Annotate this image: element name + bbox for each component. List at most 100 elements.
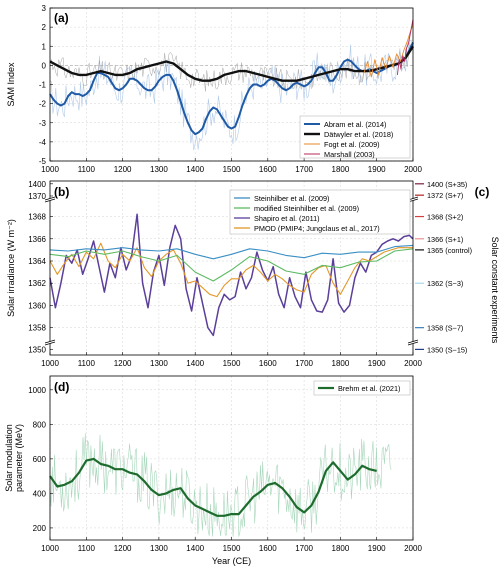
x-tick-label: 1600 — [259, 544, 277, 553]
x-tick-label: 1500 — [223, 165, 241, 174]
x-tick-label: 1700 — [295, 544, 313, 553]
series-line-2 — [49, 213, 414, 337]
x-axis-label: Year (CE) — [212, 556, 251, 566]
legend-entry: Steinhilber et al. (2009) — [254, 194, 329, 203]
x-tick-label: 1900 — [368, 165, 386, 174]
series-brehm-annual — [49, 433, 392, 537]
constant-label: 1358 (S−7) — [427, 324, 463, 333]
legend-entry: Fogt et al. (2009) — [324, 140, 380, 149]
legend-box — [229, 189, 411, 235]
axis-break-gap-right-1 — [410, 341, 416, 344]
y-axis-label: SAM Index — [6, 62, 16, 107]
series-line-0 — [49, 457, 377, 517]
series-line-2 — [363, 25, 414, 78]
y-tick-label: 1368 — [28, 213, 46, 222]
legend-box — [313, 380, 411, 396]
y-tick-label: 1364 — [28, 257, 46, 266]
legend-entry: Marshall (2003) — [324, 150, 375, 159]
y-tick-label: 1350 — [28, 345, 46, 354]
y-tick-label: 3 — [42, 4, 47, 13]
panel-label: (a) — [54, 11, 69, 25]
series-abram-annual — [49, 39, 414, 151]
x-tick-label: 1400 — [186, 165, 204, 174]
x-tick-label: 1300 — [150, 165, 168, 174]
axis-break-gap-left-1 — [47, 341, 53, 344]
panel-d: 1000 1100 1200 1300 1400 1500 1600 1700 1800 1900… — [4, 375, 422, 566]
axis-break-mark-left-a-0 — [44, 196, 56, 201]
axis-break-gap-left-0 — [47, 198, 53, 201]
legend-entry: PMOD (PMIP4; Jungclaus et al., 2017) — [254, 224, 380, 233]
x-tick-label: 1200 — [114, 359, 132, 368]
y-tick-label: 0 — [42, 61, 47, 70]
y-axis-label: Solar constant experiments — [490, 237, 500, 344]
series-line-3 — [49, 242, 413, 298]
y-tick-label: 200 — [33, 524, 47, 533]
constant-label: 1366 (S+1) — [427, 235, 463, 244]
x-tick-label: 1300 — [150, 359, 168, 368]
x-tick-label: 1500 — [223, 544, 241, 553]
y-tick-label: 1360 — [28, 301, 46, 310]
panel-label: (d) — [54, 380, 69, 394]
x-tick-label: 1100 — [78, 165, 96, 174]
constant-label: 1362 (S−3) — [427, 279, 463, 288]
x-tick-label: 1700 — [295, 165, 313, 174]
legend-entry: Brehm et al. (2021) — [338, 384, 400, 393]
y-axis-label-line-1: Solar modulation — [4, 424, 14, 492]
x-tick-label: 1900 — [368, 544, 386, 553]
series-line-1 — [49, 45, 415, 82]
x-tick-label: 2000 — [404, 165, 422, 174]
x-tick-label: 1100 — [78, 359, 96, 368]
panel-label: (c) — [475, 185, 490, 199]
x-tick-label: 1900 — [368, 359, 386, 368]
x-tick-label: 1600 — [259, 165, 277, 174]
x-tick-label: 2000 — [404, 544, 422, 553]
constant-label: 1350 (S−15) — [427, 345, 467, 354]
series-line-0 — [49, 41, 414, 136]
y-tick-label: 1362 — [28, 279, 46, 288]
x-tick-label: 1800 — [332, 544, 350, 553]
series-line-3 — [396, 19, 414, 75]
y-tick-label: 800 — [33, 420, 47, 429]
y-tick-label: -4 — [39, 138, 47, 147]
y-axis-label: Solar irradiance (W m⁻²) — [6, 219, 16, 317]
y-tick-label: 1400 — [28, 180, 46, 189]
x-tick-label: 1800 — [332, 165, 350, 174]
panel-a: -5 -4 -3 -2 -1 0 1 2 3 1000 1100 1200 1300 1400 1500 16… — [6, 4, 422, 174]
y-tick-label: 1 — [42, 42, 47, 51]
x-tick-label: 1100 — [78, 544, 96, 553]
y-tick-label: -2 — [39, 100, 47, 109]
x-tick-label: 1000 — [41, 544, 59, 553]
y-tick-label: -3 — [39, 119, 47, 128]
x-tick-label: 1200 — [114, 165, 132, 174]
constant-label: 1372 (S+7) — [427, 191, 463, 200]
constant-label: 1400 (S+35) — [427, 180, 467, 189]
x-tick-label: 1000 — [41, 359, 59, 368]
y-tick-label: -5 — [39, 157, 47, 166]
x-tick-label: 1700 — [295, 359, 313, 368]
series-line-1 — [49, 248, 414, 282]
y-tick-label: 1000 — [28, 386, 46, 395]
x-tick-label: 1400 — [186, 544, 204, 553]
legend-entry: modified Steinhilber et al. (2009) — [254, 204, 359, 213]
constant-label: 1368 (S+2) — [427, 213, 463, 222]
x-tick-label: 1400 — [186, 359, 204, 368]
axis-break-mark-right-a-1 — [407, 339, 419, 344]
y-axis-label-line-2: parameter (MeV) — [14, 424, 24, 492]
constant-label: 1365 (control) — [427, 246, 472, 255]
x-tick-label: 2000 — [404, 359, 422, 368]
panel-label: (b) — [54, 185, 69, 199]
axis-break-mark-right-b-1 — [407, 341, 419, 346]
x-tick-label: 1500 — [223, 359, 241, 368]
y-tick-label: 1366 — [28, 235, 46, 244]
y-tick-label: 2 — [42, 23, 47, 32]
panel-b: 1370 1400 1358 1360 1362 1364 1366 1368 1350 1000… — [6, 180, 500, 368]
y-tick-label: -1 — [39, 81, 47, 90]
y-tick-label: 400 — [33, 489, 47, 498]
legend-entry: Abram et al. (2014) — [324, 120, 386, 129]
x-tick-label: 1200 — [114, 544, 132, 553]
series-line-0 — [49, 244, 414, 260]
x-tick-label: 1600 — [259, 359, 277, 368]
x-tick-label: 1800 — [332, 359, 350, 368]
axis-break-mark-left-a-1 — [44, 339, 56, 344]
